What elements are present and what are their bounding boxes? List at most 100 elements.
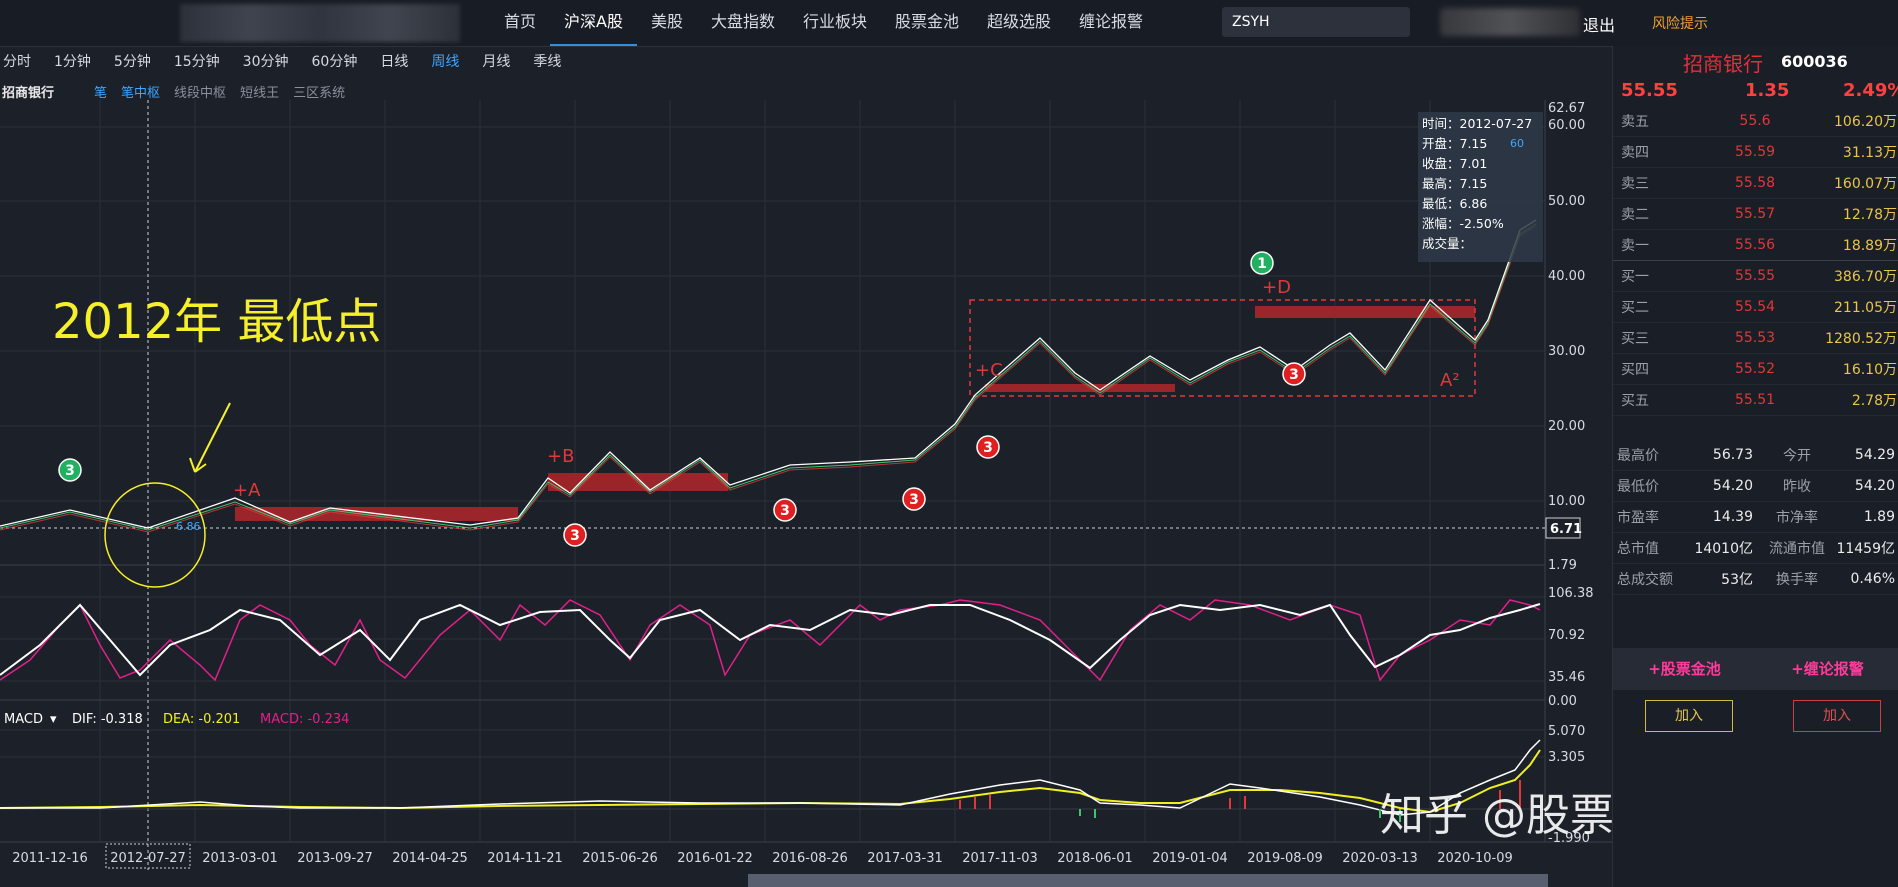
svg-text:3: 3 (1289, 367, 1299, 383)
svg-text:62.67: 62.67 (1548, 101, 1585, 116)
action-bar: +股票金池 +缠论报警 (1613, 648, 1898, 690)
macd-value: MACD: -0.234 (260, 712, 349, 727)
annotation-arrow (189, 402, 231, 473)
search-input[interactable] (1222, 7, 1410, 37)
main-nav: 首页 沪深A股 美股 大盘指数 行业板块 股票金池 超级选股 缠论报警 (490, 0, 1157, 46)
risk-notice-link[interactable]: 风险提示 (1652, 16, 1708, 32)
annotation-title: 2012年 最低点 (52, 294, 381, 350)
plus-a-label: +A (233, 480, 261, 501)
nav-home[interactable]: 首页 (504, 12, 537, 31)
tab-quarterly[interactable]: 季线 (533, 54, 562, 70)
quote-stats: 最高价 56.73 今开 54.29 最低价 54.20 昨收 54.20 市盈率 14.39… (1613, 440, 1898, 595)
oscillator-panel (0, 599, 1541, 682)
kline-chart[interactable]: 62.67 60.00 50.00 40.00 30.00 20.00 10.0… (0, 100, 1612, 874)
macd-dif: DIF: -0.318 (72, 712, 143, 727)
svg-text:2020-03-13: 2020-03-13 (1342, 851, 1418, 866)
watermark: 知乎 @股票不会宝 (1380, 790, 1612, 841)
svg-text:2017-11-03: 2017-11-03 (962, 851, 1038, 866)
add-alert-button[interactable]: 加入 (1793, 700, 1881, 732)
quote-change: 1.35 (1745, 80, 1790, 101)
svg-text:2020-10-09: 2020-10-09 (1437, 851, 1513, 866)
svg-text:2015-06-26: 2015-06-26 (582, 851, 658, 866)
ask-row: 卖四 55.59 31.13万 (1613, 137, 1898, 168)
svg-text:60.00: 60.00 (1548, 118, 1585, 133)
current-price-tag (1545, 517, 1581, 539)
macd-axis: 5.070 3.305 -1.990 (1548, 724, 1590, 846)
svg-text:2014-04-25: 2014-04-25 (392, 851, 468, 866)
a2-label: A² (1440, 370, 1460, 391)
svg-text:0.00: 0.00 (1548, 694, 1577, 709)
plus-c-label: +C (975, 360, 1003, 381)
stat-row: 市盈率 14.39 市净率 1.89 (1613, 502, 1898, 533)
nav-sectors[interactable]: 行业板块 (803, 12, 868, 31)
bid-row: 买三 55.53 1280.52万 (1613, 323, 1898, 354)
tab-15min[interactable]: 15分钟 (173, 54, 220, 70)
bid-row: 买二 55.54 211.05万 (1613, 292, 1898, 323)
svg-text:2016-08-26: 2016-08-26 (772, 851, 848, 866)
svg-text:50.00: 50.00 (1548, 194, 1585, 209)
toggle-bi[interactable]: 笔 (94, 85, 108, 101)
svg-text:2012-07-27: 2012-07-27 (110, 851, 186, 866)
svg-text:2019-01-04: 2019-01-04 (1152, 851, 1228, 866)
nav-index[interactable]: 大盘指数 (710, 12, 775, 31)
nav-alerts[interactable]: 缠论报警 (1079, 12, 1144, 31)
svg-text:2017-03-31: 2017-03-31 (867, 851, 943, 866)
annotation-circle (104, 482, 206, 588)
quote-change-pct: 2.49% (1843, 80, 1898, 101)
toggle-short-king[interactable]: 短线王 (240, 85, 280, 101)
svg-text:60: 60 (1510, 137, 1524, 150)
svg-text:40.00: 40.00 (1548, 269, 1585, 284)
nav-screener[interactable]: 超级选股 (987, 12, 1052, 31)
svg-text:3: 3 (780, 503, 790, 519)
tab-60min[interactable]: 60分钟 (311, 54, 358, 70)
svg-text:35.46: 35.46 (1548, 670, 1585, 685)
svg-text:70.92: 70.92 (1548, 628, 1585, 643)
quote-panel: 招商银行 600036 55.55 1.35 2.49% 卖五55.6106.2… (1612, 46, 1898, 887)
nav-a-shares[interactable]: 沪深A股 (550, 0, 637, 46)
timeline-scrollbar[interactable] (748, 874, 1548, 887)
plus-d-label: +D (1262, 277, 1291, 298)
svg-text:3: 3 (570, 528, 580, 544)
selected-date-box (105, 843, 191, 869)
add-to-pool-button[interactable]: 加入 (1645, 700, 1733, 732)
alert-button[interactable]: +缠论报警 (1791, 660, 1864, 678)
toggle-three-zone[interactable]: 三区系统 (293, 85, 346, 101)
quote-stock-code: 600036 (1781, 52, 1848, 71)
svg-text:2016-01-22: 2016-01-22 (677, 851, 753, 866)
price-candles-line (0, 223, 1537, 531)
user-avatar[interactable] (1440, 8, 1580, 36)
svg-text:▾: ▾ (50, 712, 57, 727)
tab-monthly[interactable]: 月线 (482, 54, 511, 70)
pivot-zones (235, 306, 1475, 521)
tab-timeshare[interactable]: 分时 (3, 54, 31, 70)
tab-weekly[interactable]: 周线 (431, 54, 460, 70)
bid-row: 买四 55.52 16.10万 (1613, 354, 1898, 385)
bi-stroke-line (0, 219, 1537, 529)
ask-row: 卖三 55.58 160.07万 (1613, 168, 1898, 199)
tab-5min[interactable]: 5分钟 (113, 54, 151, 70)
svg-text:106.38: 106.38 (1548, 586, 1594, 601)
stat-row: 总成交额 53亿 换手率 0.46% (1613, 564, 1898, 595)
period-tabs: 分时 1分钟 5分钟 15分钟 30分钟 60分钟 日线 周线 月线 季线 (0, 48, 581, 76)
macd-panel (0, 739, 1545, 822)
svg-text:成交量：: 成交量： (1422, 236, 1472, 251)
logout-link[interactable]: 退出 (1583, 16, 1616, 35)
tab-daily[interactable]: 日线 (380, 54, 409, 70)
svg-text:1: 1 (1257, 256, 1267, 272)
bid-row: 买五 55.51 2.78万 (1613, 385, 1898, 416)
nav-us-stocks[interactable]: 美股 (650, 12, 683, 31)
svg-text:时间：2012-07-27: 时间：2012-07-27 (1422, 116, 1532, 131)
svg-text:收盘：7.01: 收盘：7.01 (1422, 156, 1487, 171)
top-bar: 首页 沪深A股 美股 大盘指数 行业板块 股票金池 超级选股 缠论报警 退出 风… (0, 0, 1898, 47)
stock-pool-button[interactable]: +股票金池 (1648, 660, 1721, 678)
svg-text:2019-08-09: 2019-08-09 (1247, 851, 1323, 866)
svg-text:20.00: 20.00 (1548, 419, 1585, 434)
toggle-segment-center[interactable]: 线段中枢 (174, 85, 227, 101)
tab-1min[interactable]: 1分钟 (54, 54, 91, 70)
toggle-bi-center[interactable]: 笔中枢 (121, 85, 161, 101)
tab-30min[interactable]: 30分钟 (242, 54, 289, 70)
svg-text:最高：7.15: 最高：7.15 (1422, 176, 1487, 191)
bid-book: 买一 55.55 386.70万 买二 55.54 211.05万 买三 55.53 128… (1613, 260, 1898, 416)
nav-stock-pool[interactable]: 股票金池 (895, 12, 960, 31)
macd-selector[interactable]: MACD (4, 712, 43, 727)
